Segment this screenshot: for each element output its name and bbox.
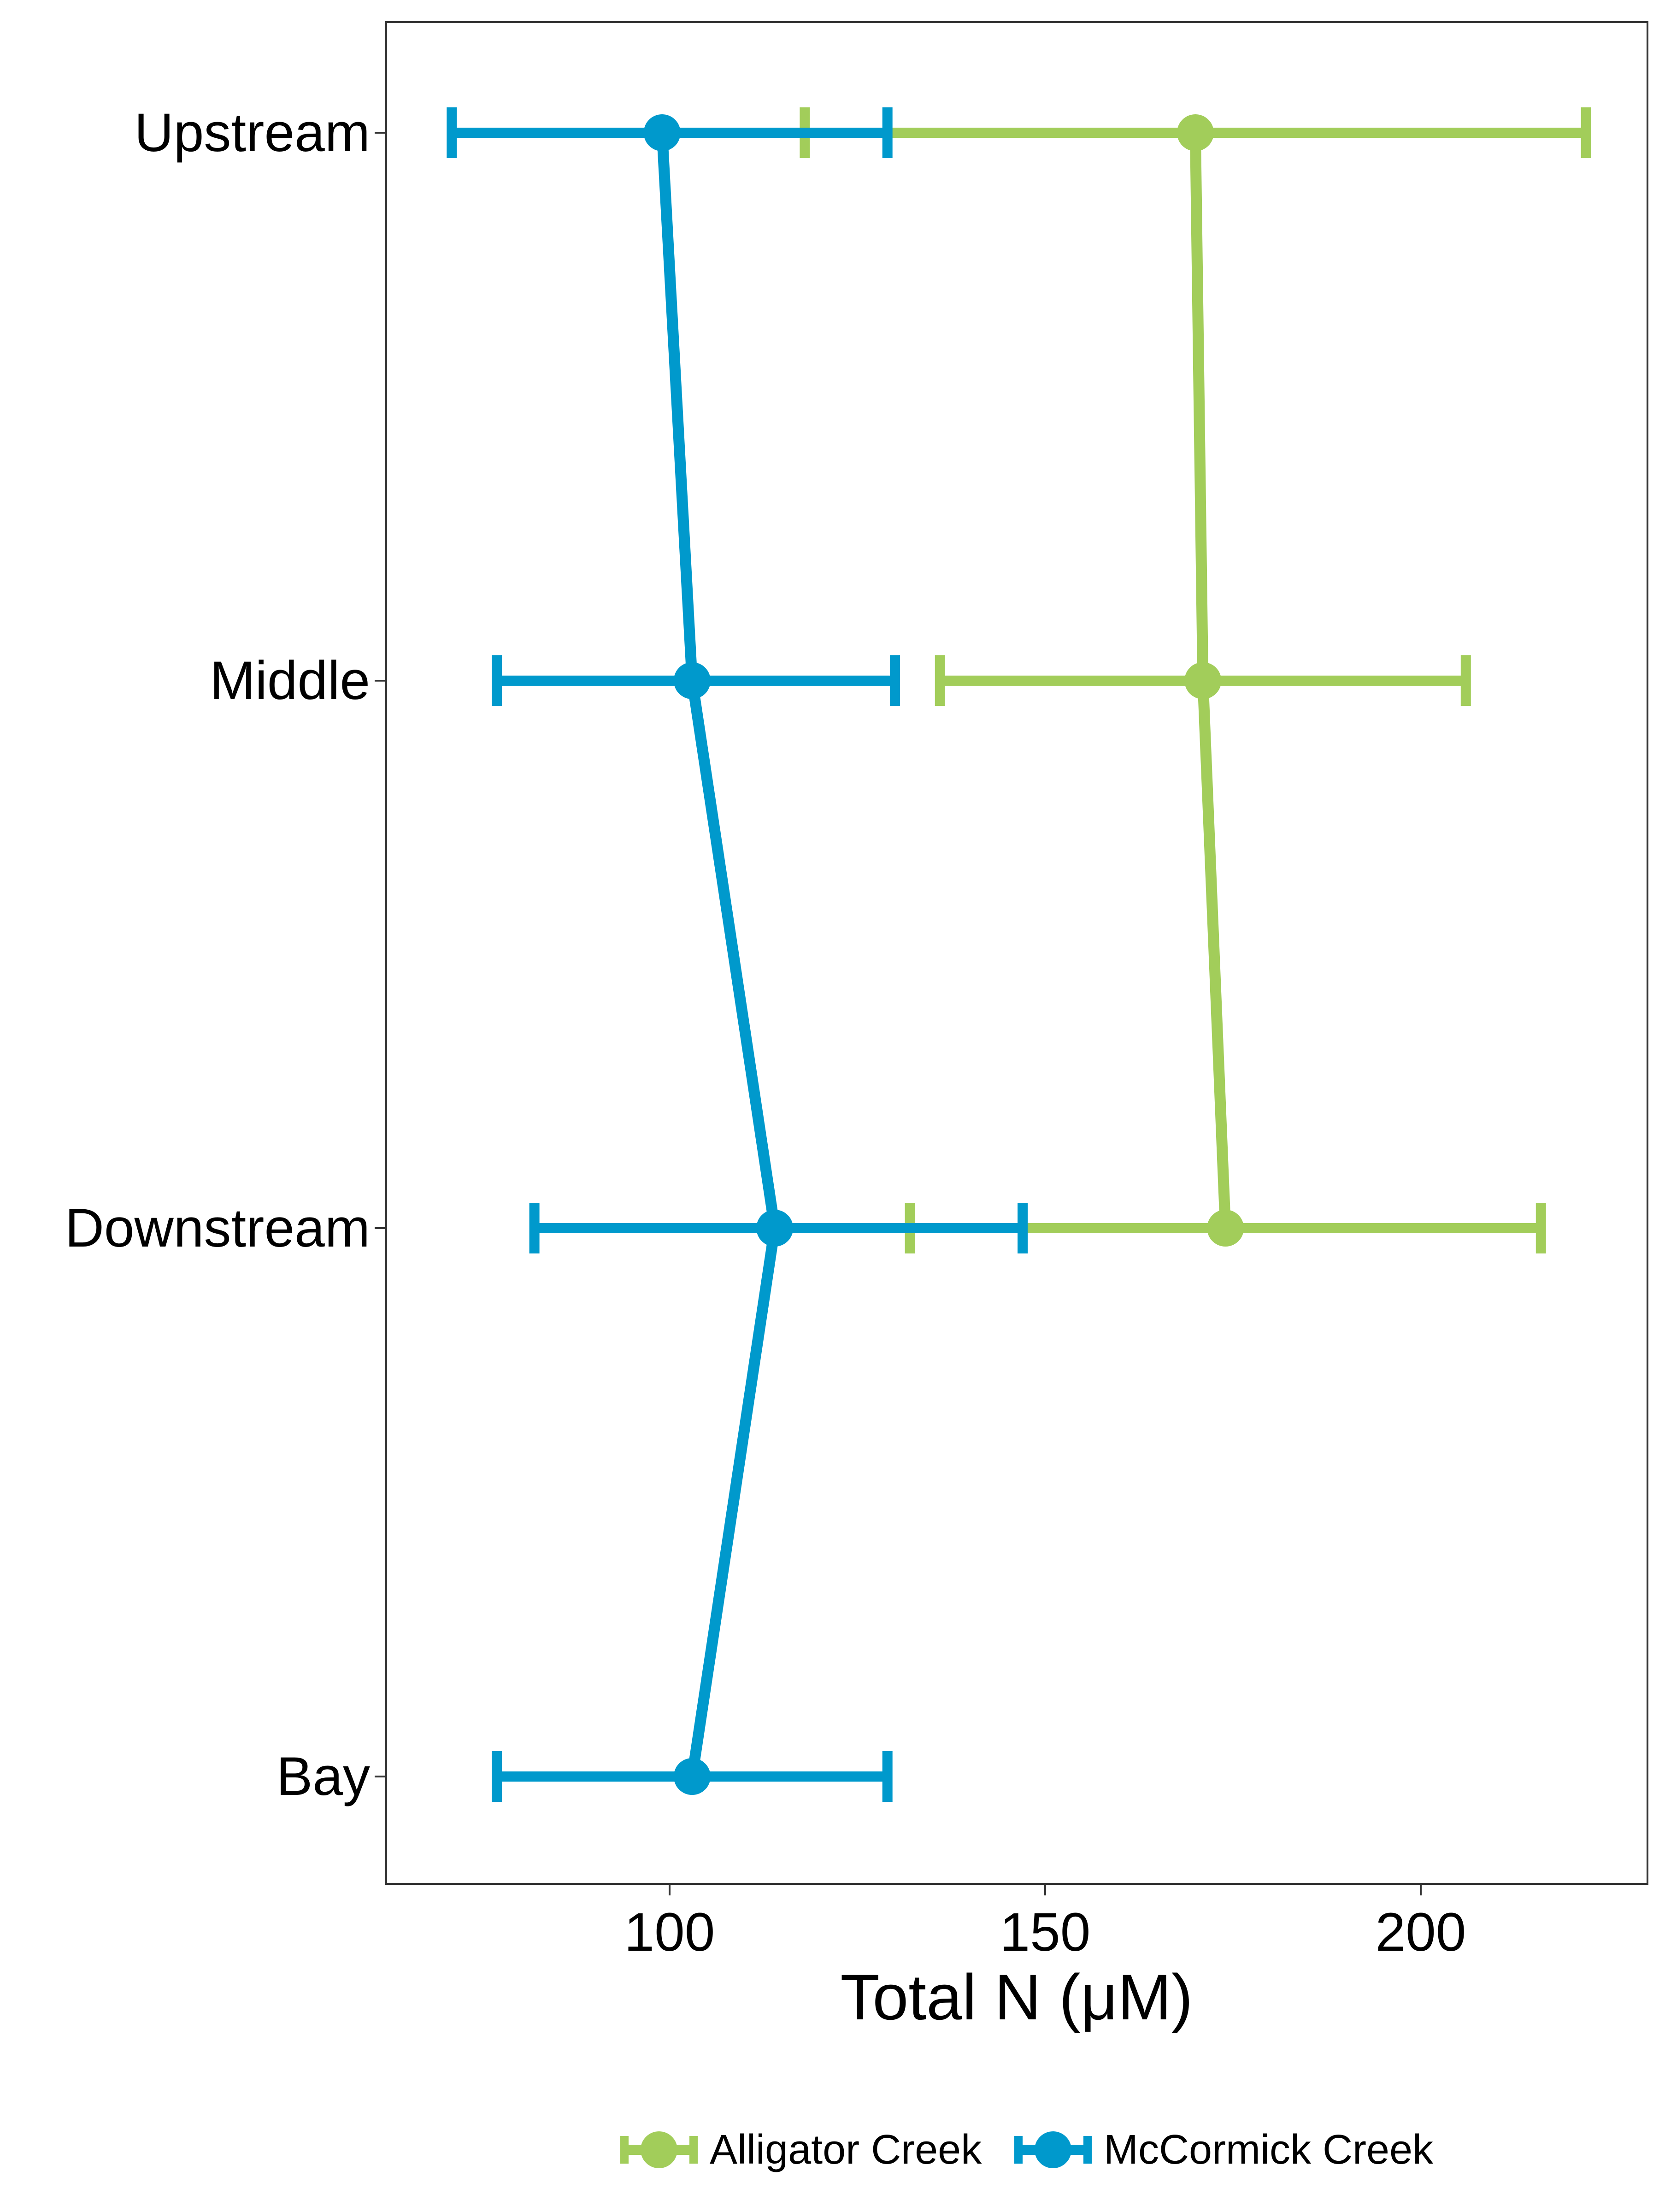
data-point bbox=[1184, 662, 1222, 699]
x-axis: 100 150 200 bbox=[624, 1884, 1466, 1963]
y-tick-label: Downstream bbox=[65, 1198, 370, 1259]
legend: Alligator Creek McCormick Creek bbox=[620, 2127, 1434, 2173]
data-point bbox=[643, 114, 681, 151]
legend-item: McCormick Creek bbox=[1014, 2127, 1434, 2173]
x-tick-label: 100 bbox=[624, 1902, 715, 1963]
data-point bbox=[673, 662, 711, 699]
data-point bbox=[1207, 1210, 1244, 1247]
data-point bbox=[756, 1210, 794, 1247]
series-layer bbox=[447, 107, 1591, 1802]
data-point bbox=[1177, 114, 1214, 151]
y-tick-label: Upstream bbox=[135, 102, 370, 163]
legend-key-point bbox=[1035, 2131, 1071, 2168]
y-tick-label: Middle bbox=[210, 650, 370, 711]
y-tick-label: Bay bbox=[276, 1746, 370, 1807]
legend-item: Alligator Creek bbox=[620, 2127, 982, 2173]
x-tick-label: 150 bbox=[1000, 1902, 1091, 1963]
x-axis-title: Total N (μM) bbox=[840, 1961, 1193, 2033]
legend-label: Alligator Creek bbox=[710, 2127, 982, 2173]
legend-key-point bbox=[641, 2131, 677, 2168]
data-point bbox=[673, 1758, 711, 1795]
series-line bbox=[656, 132, 781, 1777]
series-0 bbox=[800, 107, 1591, 1253]
x-tick-label: 200 bbox=[1376, 1902, 1466, 1963]
plot-panel bbox=[385, 21, 1648, 1885]
legend-label: McCormick Creek bbox=[1104, 2127, 1434, 2173]
y-axis: Upstream Middle Downstream Bay bbox=[65, 102, 386, 1807]
series-1 bbox=[447, 107, 1028, 1802]
